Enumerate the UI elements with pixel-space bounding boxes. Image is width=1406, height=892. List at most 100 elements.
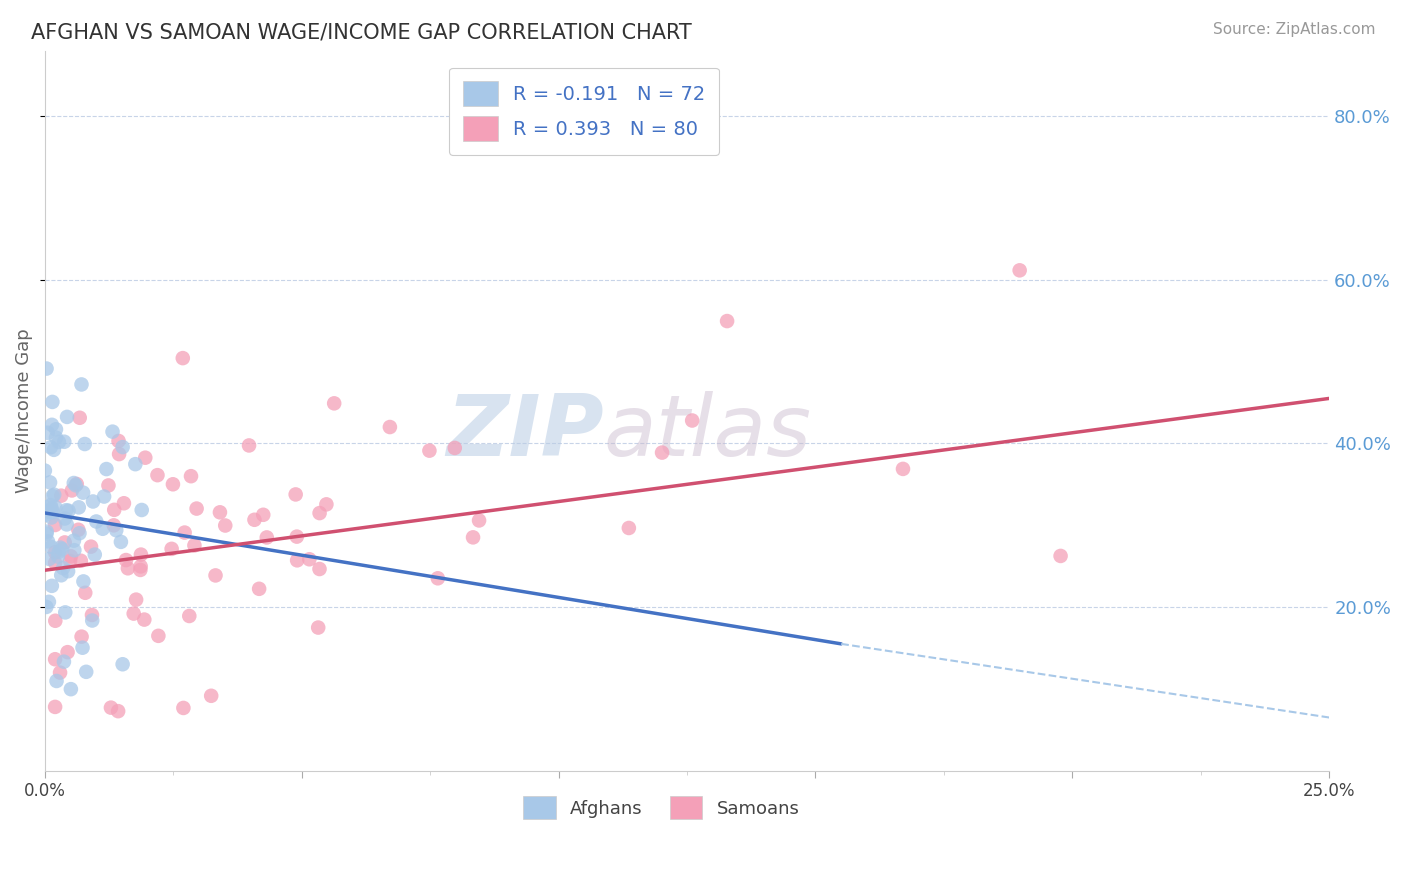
- Point: [284, 487, 307, 501]
- Point: [716, 314, 738, 328]
- Point: [180, 469, 202, 483]
- Point: [67, 500, 90, 515]
- Point: [323, 396, 346, 410]
- Point: [39, 475, 62, 490]
- Text: atlas: atlas: [603, 391, 811, 474]
- Point: [247, 582, 270, 596]
- Point: [59, 554, 82, 568]
- Point: [179, 609, 201, 624]
- Point: [84, 515, 107, 529]
- Point: [41, 417, 63, 432]
- Point: [66, 477, 89, 491]
- Point: [101, 425, 124, 439]
- Point: [129, 559, 152, 574]
- Point: [53, 606, 76, 620]
- Point: [39, 498, 62, 512]
- Point: [315, 497, 337, 511]
- Point: [125, 592, 148, 607]
- Point: [91, 522, 114, 536]
- Point: [172, 701, 194, 715]
- Point: [72, 574, 94, 589]
- Point: [44, 488, 66, 502]
- Point: [55, 503, 77, 517]
- Point: [172, 351, 194, 365]
- Point: [49, 541, 72, 555]
- Point: [48, 434, 70, 449]
- Point: [82, 614, 104, 628]
- Point: [52, 561, 75, 575]
- Point: [97, 478, 120, 492]
- Point: [891, 462, 914, 476]
- Point: [651, 445, 673, 459]
- Point: [426, 571, 449, 585]
- Point: [111, 657, 134, 672]
- Point: [1008, 263, 1031, 277]
- Point: [110, 534, 132, 549]
- Point: [44, 545, 66, 559]
- Point: [418, 443, 440, 458]
- Point: [37, 504, 59, 518]
- Point: [53, 511, 76, 525]
- Point: [62, 476, 84, 491]
- Point: [107, 434, 129, 448]
- Point: [60, 483, 83, 498]
- Point: [52, 655, 75, 669]
- Point: [285, 530, 308, 544]
- Point: [39, 540, 62, 554]
- Point: [75, 586, 97, 600]
- Point: [1049, 549, 1071, 563]
- Point: [112, 496, 135, 510]
- Point: [51, 542, 73, 557]
- Point: [308, 506, 330, 520]
- Point: [186, 501, 208, 516]
- Point: [44, 699, 66, 714]
- Point: [73, 437, 96, 451]
- Point: [45, 431, 67, 445]
- Point: [39, 440, 62, 454]
- Point: [308, 562, 330, 576]
- Point: [378, 420, 401, 434]
- Point: [49, 665, 72, 680]
- Point: [100, 700, 122, 714]
- Point: [63, 543, 86, 558]
- Point: [56, 645, 79, 659]
- Point: [44, 518, 66, 533]
- Point: [129, 563, 152, 577]
- Point: [70, 630, 93, 644]
- Point: [35, 526, 58, 541]
- Point: [70, 377, 93, 392]
- Point: [58, 504, 80, 518]
- Point: [617, 521, 640, 535]
- Point: [51, 489, 73, 503]
- Point: [204, 568, 226, 582]
- Point: [160, 541, 183, 556]
- Point: [35, 599, 58, 614]
- Point: [117, 561, 139, 575]
- Point: [44, 500, 66, 515]
- Point: [80, 540, 103, 554]
- Point: [69, 526, 91, 541]
- Point: [45, 422, 67, 436]
- Point: [37, 534, 59, 549]
- Point: [111, 440, 134, 454]
- Point: [59, 549, 82, 564]
- Point: [83, 548, 105, 562]
- Point: [307, 621, 329, 635]
- Point: [173, 525, 195, 540]
- Point: [103, 503, 125, 517]
- Point: [252, 508, 274, 522]
- Point: [256, 531, 278, 545]
- Point: [107, 704, 129, 718]
- Point: [208, 505, 231, 519]
- Point: [124, 457, 146, 471]
- Point: [115, 553, 138, 567]
- Point: [108, 447, 131, 461]
- Point: [56, 564, 79, 578]
- Point: [69, 410, 91, 425]
- Point: [41, 395, 63, 409]
- Point: [148, 629, 170, 643]
- Point: [44, 556, 66, 570]
- Point: [162, 477, 184, 491]
- Point: [131, 503, 153, 517]
- Point: [72, 485, 94, 500]
